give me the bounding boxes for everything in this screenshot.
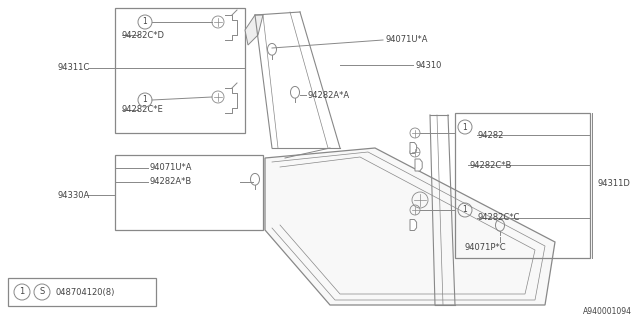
Text: 94071P*C: 94071P*C xyxy=(464,244,506,252)
Text: 1: 1 xyxy=(463,123,467,132)
Bar xyxy=(8,278,156,306)
Bar xyxy=(115,155,263,230)
Text: 94282C*E: 94282C*E xyxy=(122,106,164,115)
Text: 94311C: 94311C xyxy=(58,63,90,73)
Polygon shape xyxy=(410,142,417,154)
Text: 94282C*C: 94282C*C xyxy=(477,213,520,222)
Text: 94282C*B: 94282C*B xyxy=(470,161,513,170)
Text: 94330A: 94330A xyxy=(58,190,90,199)
Polygon shape xyxy=(265,148,555,305)
Text: 1: 1 xyxy=(463,205,467,214)
Text: 94282: 94282 xyxy=(477,131,504,140)
Text: 94311D: 94311D xyxy=(597,179,630,188)
Text: 1: 1 xyxy=(143,95,147,105)
Text: 94282C*D: 94282C*D xyxy=(122,30,165,39)
Text: 94310: 94310 xyxy=(415,60,442,69)
Polygon shape xyxy=(415,159,422,171)
Bar xyxy=(455,113,590,258)
Text: 94071U*A: 94071U*A xyxy=(385,36,428,44)
Text: 94282A*A: 94282A*A xyxy=(308,91,350,100)
Polygon shape xyxy=(410,220,417,230)
Text: 1: 1 xyxy=(19,287,24,297)
Text: 94282A*B: 94282A*B xyxy=(150,178,192,187)
Text: 048704120(8): 048704120(8) xyxy=(55,287,115,297)
Text: 94071U*A: 94071U*A xyxy=(150,164,193,172)
Bar xyxy=(115,8,245,133)
Polygon shape xyxy=(245,15,263,45)
Text: S: S xyxy=(40,287,45,297)
Text: A940001094: A940001094 xyxy=(583,308,632,316)
Text: 1: 1 xyxy=(143,18,147,27)
